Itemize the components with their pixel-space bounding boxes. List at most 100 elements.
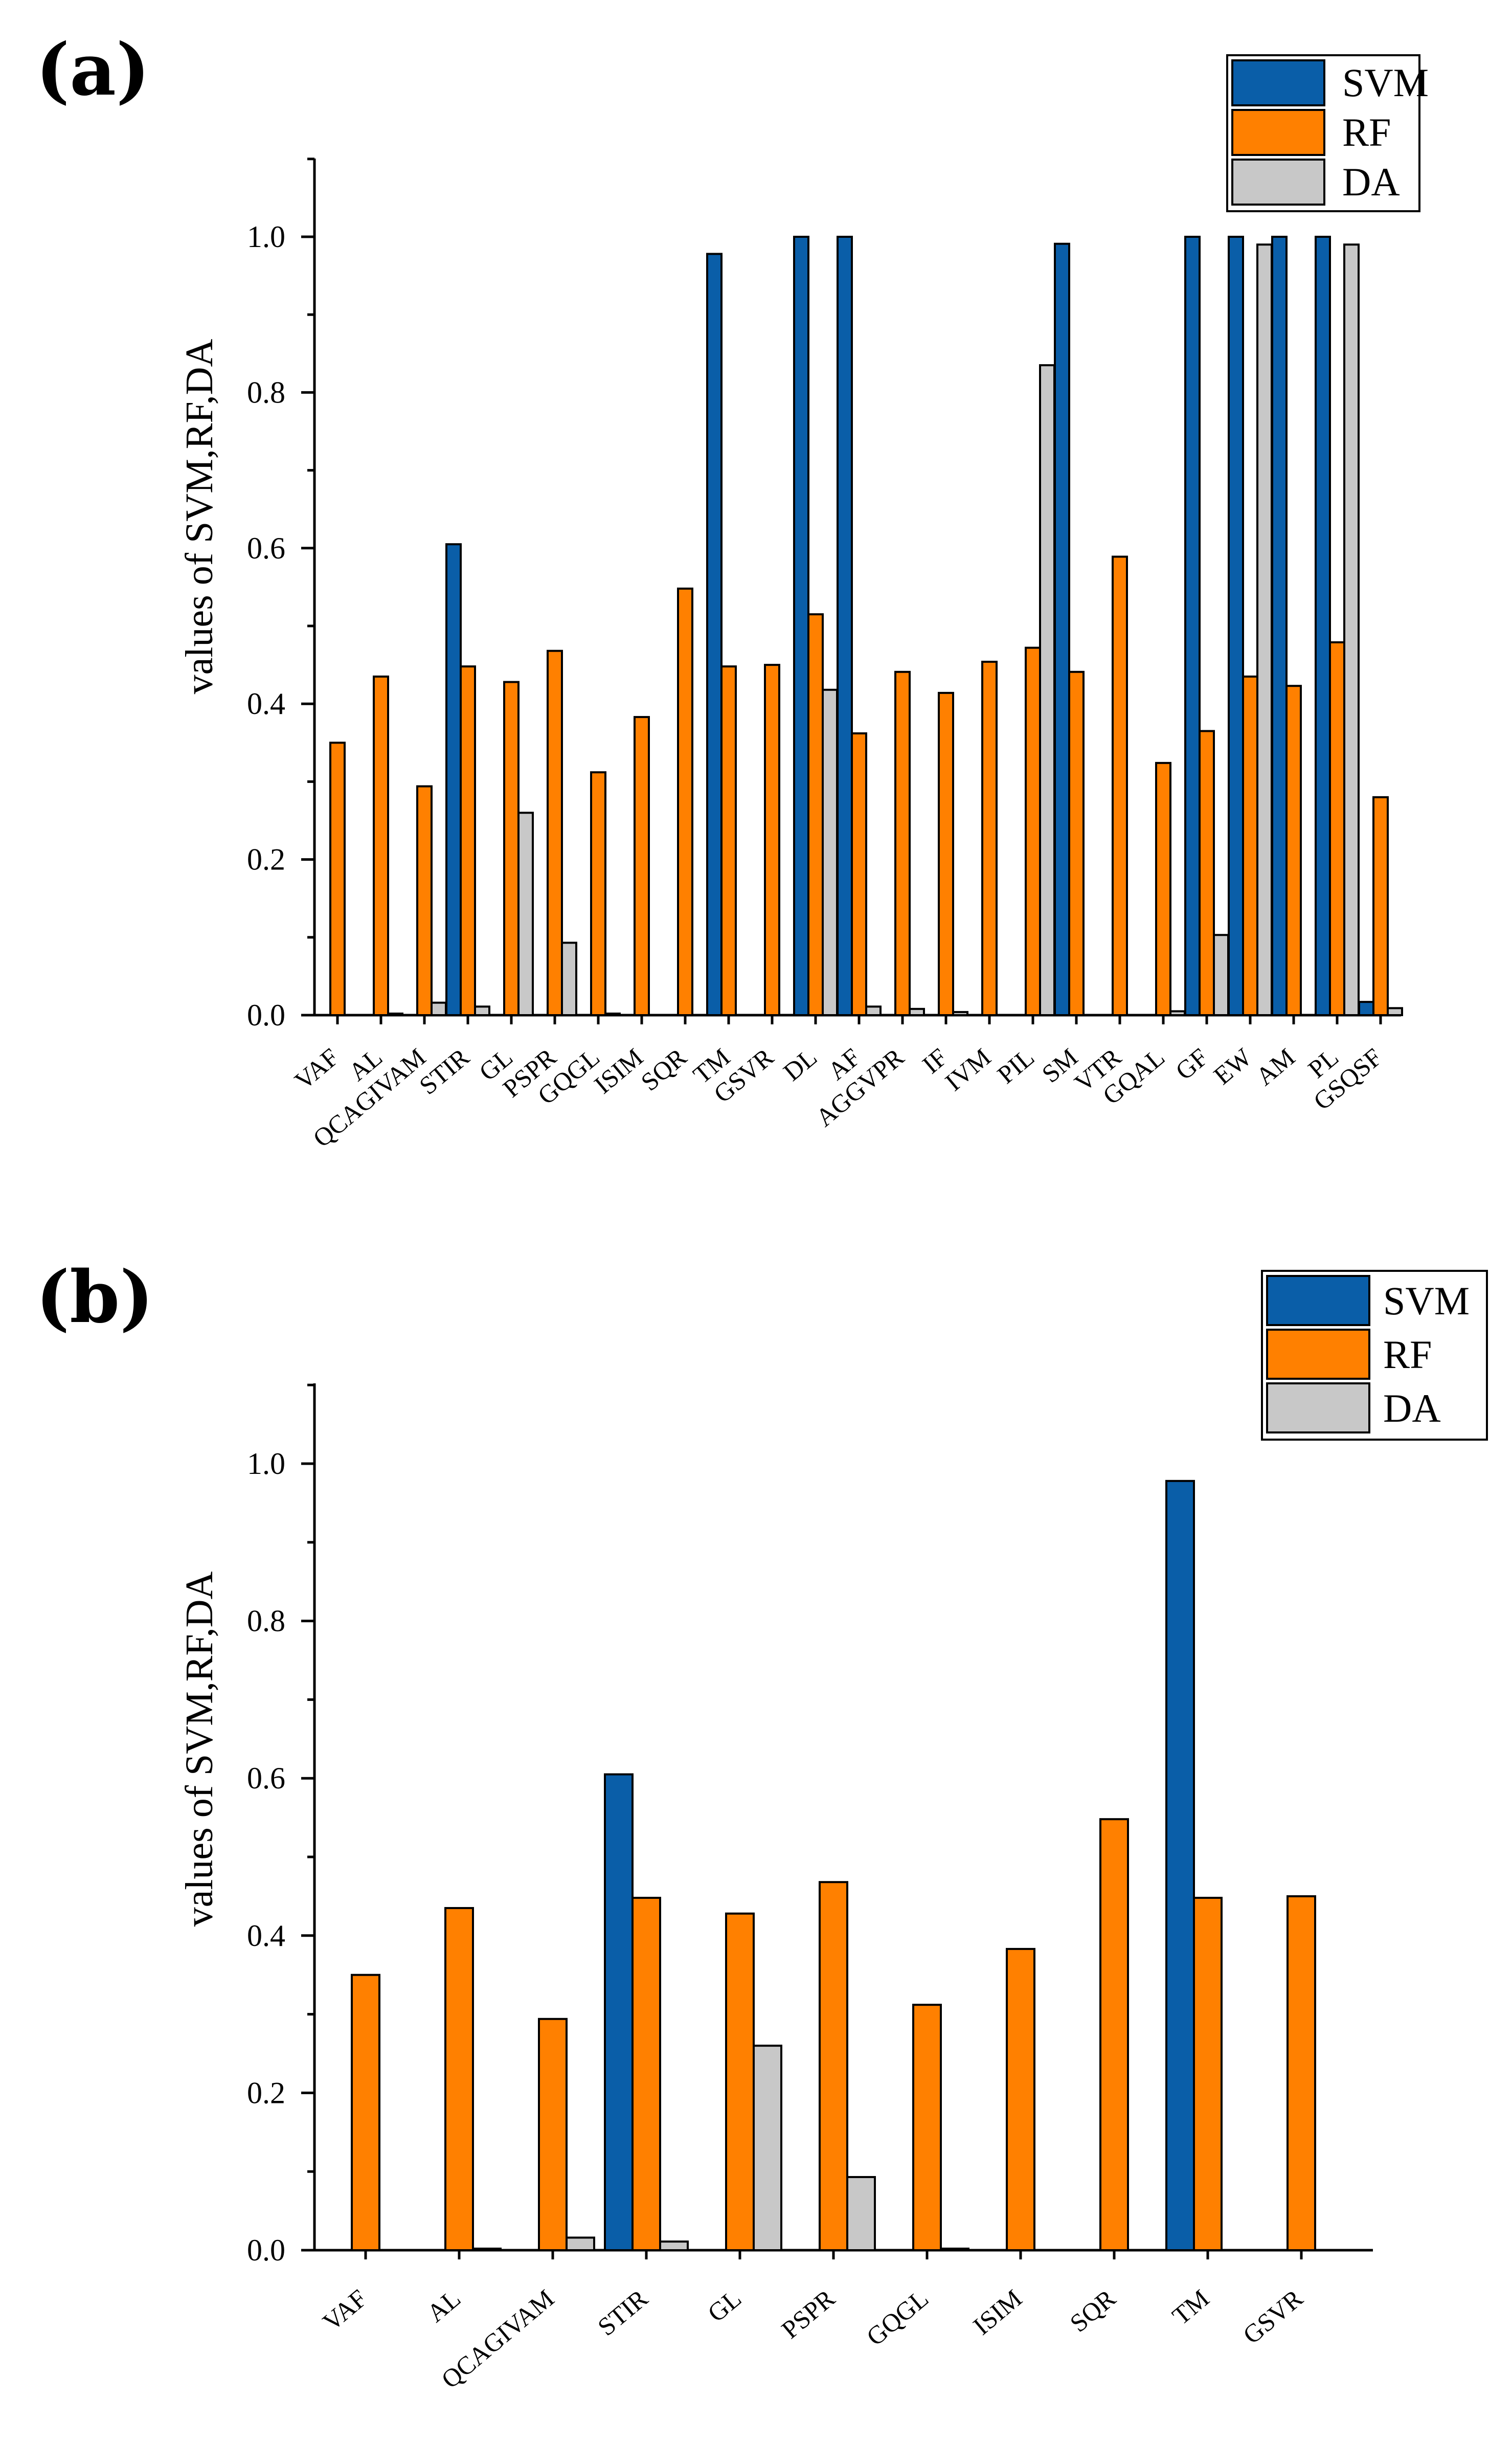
bar-svm-tm — [1165, 1480, 1195, 2251]
bar-rf-isim — [634, 716, 650, 1016]
legend-swatch-rf — [1266, 1329, 1370, 1380]
bar-rf-stir — [631, 1896, 661, 2252]
bar-svm-af — [837, 236, 853, 1016]
x-category-label-dl: DL — [778, 1043, 822, 1087]
bar-da-pil — [1039, 364, 1055, 1016]
panel-a: (a) values of SVM,RF,DA 0.0 0.2 0.4 0.6 0.8 1… — [36, 28, 1429, 1153]
bar-da-gsqsf — [1387, 1007, 1403, 1017]
bar-rf-ew — [1242, 675, 1258, 1017]
bar-da-gl — [517, 812, 534, 1017]
x-category-label-vaf: VAF — [317, 2284, 372, 2337]
y-tick-label: 0.2 — [247, 2076, 285, 2110]
bar-rf-pspr — [547, 649, 563, 1016]
bar-da-gf — [1213, 934, 1229, 1017]
bar-rf-gsvr — [764, 664, 780, 1016]
bar-rf-dl — [807, 613, 824, 1017]
y-tick-label: 0.8 — [247, 375, 285, 409]
x-category-label-sqr: SQR — [636, 1042, 692, 1096]
x-category-label-pspr: PSPR — [776, 2283, 841, 2344]
bar-rf-gl — [725, 1912, 755, 2252]
bar-rf-if — [938, 691, 954, 1016]
x-category-label-gsvr: GSVR — [1237, 2283, 1308, 2349]
x-category-label-gl: GL — [702, 2284, 747, 2328]
bar-svm-gsqsf — [1358, 1001, 1374, 1016]
legend-swatch-da — [1231, 159, 1325, 206]
bar-rf-al — [444, 1907, 474, 2251]
y-tick-label: 0.0 — [247, 998, 285, 1032]
panel-a-category-labels: VAFALQCAGIVAMSTIRGLPSPRGQGLISIMSQRTMGSVR… — [289, 1042, 1387, 1153]
bar-rf-vtr — [1112, 555, 1128, 1016]
y-tick-label: 1.0 — [247, 1447, 285, 1481]
bar-rf-ivm — [981, 661, 998, 1016]
bar-rf-am — [1285, 685, 1302, 1016]
x-category-label-stir: STIR — [592, 2283, 653, 2341]
bar-da-al — [472, 2247, 502, 2251]
bar-svm-pl — [1315, 236, 1331, 1016]
bar-rf-tm — [1193, 1896, 1223, 2252]
y-tick-label: 1.0 — [247, 220, 285, 254]
bar-svm-dl — [793, 236, 809, 1016]
x-category-label-stir: STIR — [414, 1042, 475, 1100]
bar-da-al — [387, 1012, 403, 1017]
bar-svm-sm — [1054, 242, 1070, 1016]
bar-da-ew — [1256, 243, 1273, 1017]
panel-b-legend: SVM RF DA — [1261, 1270, 1488, 1441]
bar-da-qcagivam — [566, 2236, 595, 2252]
panel-b-y-axis-title: values of SVM,RF,DA — [178, 1571, 221, 1926]
x-category-label-vaf: VAF — [289, 1043, 344, 1095]
x-category-label-ivm: IVM — [940, 1043, 996, 1096]
bar-rf-gsqsf — [1372, 796, 1389, 1016]
x-category-label-isim: ISIM — [967, 2284, 1027, 2341]
bar-rf-qcagivam — [416, 785, 433, 1016]
y-tick-label: 0.0 — [247, 2233, 285, 2267]
x-category-label-gqgl: GQGL — [861, 2284, 934, 2351]
bar-svm-ew — [1228, 236, 1244, 1016]
bar-rf-tm — [720, 665, 737, 1017]
legend-swatch-svm — [1266, 1275, 1370, 1326]
legend-label-rf: RF — [1342, 110, 1391, 154]
bar-rf-af — [851, 732, 867, 1016]
legend-swatch-svm — [1231, 59, 1325, 106]
bar-rf-qcagivam — [538, 2018, 568, 2251]
y-tick-label: 0.4 — [247, 1919, 285, 1953]
bar-rf-sm — [1068, 670, 1085, 1016]
bar-da-af — [865, 1005, 882, 1017]
panel-a-axes: 0.0 0.2 0.4 0.6 0.8 1.0 — [247, 158, 1401, 1032]
bar-rf-al — [373, 675, 389, 1017]
bar-da-aggvpr — [909, 1007, 925, 1016]
bar-rf-aggvpr — [894, 670, 911, 1016]
bar-da-stir — [474, 1005, 490, 1017]
x-category-label-aggvpr: AGGVPR — [810, 1042, 910, 1132]
legend-label-da: DA — [1383, 1386, 1441, 1430]
bar-rf-stir — [460, 665, 476, 1017]
bar-svm-am — [1271, 236, 1288, 1016]
bar-svm-gf — [1184, 236, 1201, 1016]
bar-rf-isim — [1006, 1947, 1035, 2252]
x-category-label-sqr: SQR — [1065, 2283, 1121, 2338]
panel-b-label: (b) — [36, 1256, 153, 1339]
legend-label-da: DA — [1342, 160, 1400, 204]
bar-da-if — [952, 1011, 968, 1016]
bar-da-gqgl — [604, 1012, 621, 1017]
bar-rf-gqgl — [912, 2004, 942, 2252]
bar-da-pspr — [846, 2176, 876, 2251]
x-category-label-al: AL — [421, 2284, 466, 2328]
legend-label-svm: SVM — [1383, 1279, 1470, 1323]
x-category-label-pil: PIL — [992, 1043, 1040, 1089]
bar-rf-gqal — [1155, 761, 1171, 1016]
x-category-label-am: AM — [1250, 1043, 1300, 1091]
bar-da-pspr — [561, 942, 577, 1016]
panel-a-label: (a) — [36, 28, 150, 112]
panel-b-bars — [351, 1480, 1316, 2252]
bar-da-gqal — [1169, 1010, 1186, 1017]
panel-a-legend: SVM RF DA — [1226, 54, 1429, 212]
y-tick-label: 0.8 — [247, 1604, 285, 1638]
bar-svm-stir — [445, 543, 462, 1016]
legend-swatch-da — [1266, 1382, 1370, 1433]
bar-rf-pl — [1329, 641, 1345, 1017]
y-tick-label: 0.6 — [247, 531, 285, 565]
bar-rf-vaf — [351, 1974, 380, 2251]
bar-da-gl — [753, 2045, 782, 2252]
